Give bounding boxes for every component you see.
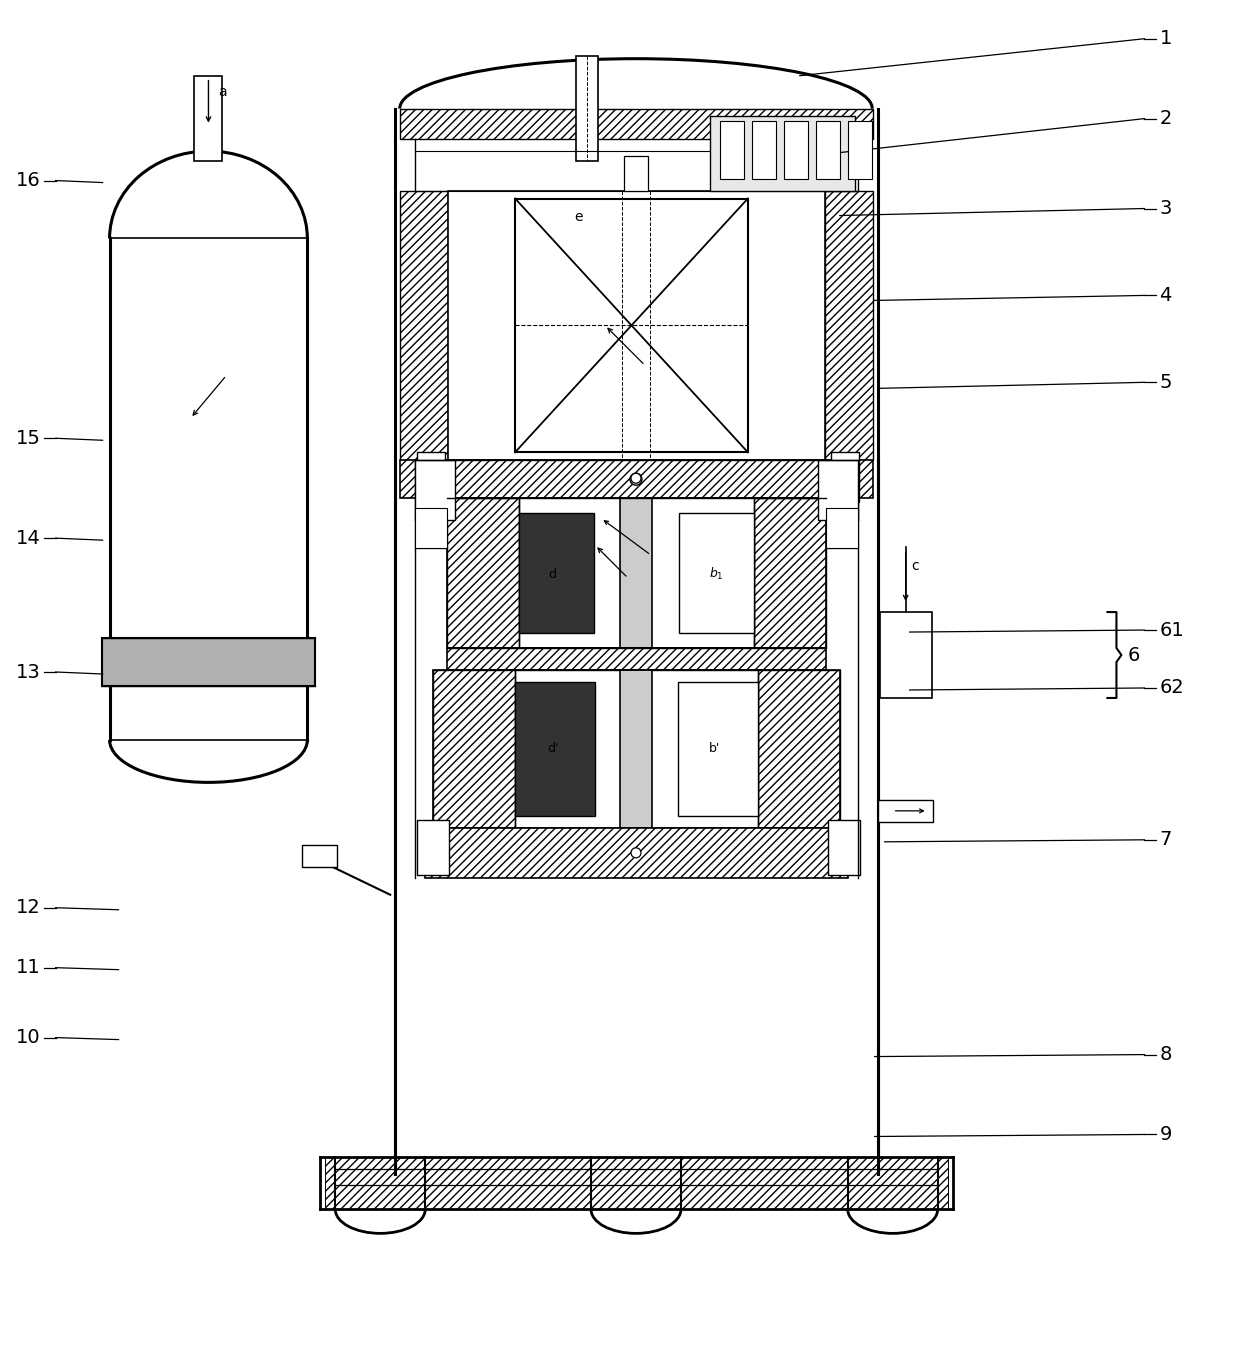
Bar <box>195 76 222 161</box>
Text: 62: 62 <box>1159 679 1184 698</box>
Bar <box>417 452 445 502</box>
Text: 7: 7 <box>1159 830 1172 849</box>
Bar <box>624 155 649 190</box>
Bar <box>448 498 520 648</box>
Bar <box>751 120 776 178</box>
Text: e: e <box>574 209 583 224</box>
Text: 16: 16 <box>16 171 41 190</box>
Text: 3: 3 <box>1159 198 1172 217</box>
Bar <box>448 498 826 648</box>
Text: 12: 12 <box>16 898 41 917</box>
Bar <box>401 460 873 498</box>
Bar <box>817 460 858 520</box>
Text: 1: 1 <box>1159 30 1172 49</box>
Circle shape <box>631 848 641 857</box>
Bar <box>879 612 931 698</box>
Text: d': d' <box>547 743 559 755</box>
Bar <box>433 670 515 828</box>
Bar <box>415 508 448 548</box>
Text: $b_1$: $b_1$ <box>708 566 723 582</box>
Bar <box>709 116 854 190</box>
Bar <box>754 498 826 648</box>
Bar <box>401 108 873 139</box>
Circle shape <box>631 474 641 483</box>
Circle shape <box>630 474 642 485</box>
Bar <box>520 513 594 633</box>
Bar <box>848 120 872 178</box>
Text: d: d <box>548 568 556 580</box>
Bar <box>878 799 932 822</box>
Bar <box>678 682 758 815</box>
Bar <box>433 670 839 828</box>
Text: b': b' <box>709 743 720 755</box>
Text: 8: 8 <box>1159 1045 1172 1064</box>
Text: 13: 13 <box>16 663 41 682</box>
Text: 5: 5 <box>1159 373 1172 391</box>
Bar <box>828 819 859 875</box>
Bar <box>620 670 652 828</box>
Bar <box>680 513 754 633</box>
Bar <box>825 190 873 460</box>
Bar <box>417 819 449 875</box>
Bar <box>448 648 826 670</box>
Bar <box>325 1157 947 1210</box>
Text: c: c <box>911 559 919 574</box>
Bar <box>577 55 598 161</box>
Bar <box>831 452 859 502</box>
Bar <box>784 120 807 178</box>
Bar <box>720 120 744 178</box>
Text: 15: 15 <box>16 429 41 448</box>
Bar <box>303 845 337 867</box>
Bar <box>758 670 839 828</box>
Text: 61: 61 <box>1159 621 1184 640</box>
Bar <box>816 120 839 178</box>
Bar <box>415 460 455 520</box>
Bar <box>620 498 652 648</box>
Text: 2: 2 <box>1159 109 1172 128</box>
Text: 14: 14 <box>16 529 41 548</box>
Bar <box>515 198 748 452</box>
Text: 6: 6 <box>1127 645 1140 664</box>
Bar <box>515 682 595 815</box>
Bar <box>826 508 858 548</box>
Bar <box>425 828 848 878</box>
Text: 9: 9 <box>1159 1125 1172 1143</box>
Bar <box>448 190 825 460</box>
Text: 10: 10 <box>16 1029 41 1048</box>
Text: 4: 4 <box>1159 286 1172 305</box>
Text: 11: 11 <box>16 958 41 977</box>
Bar <box>102 639 315 686</box>
Bar <box>401 190 448 460</box>
Text: a: a <box>218 85 227 99</box>
